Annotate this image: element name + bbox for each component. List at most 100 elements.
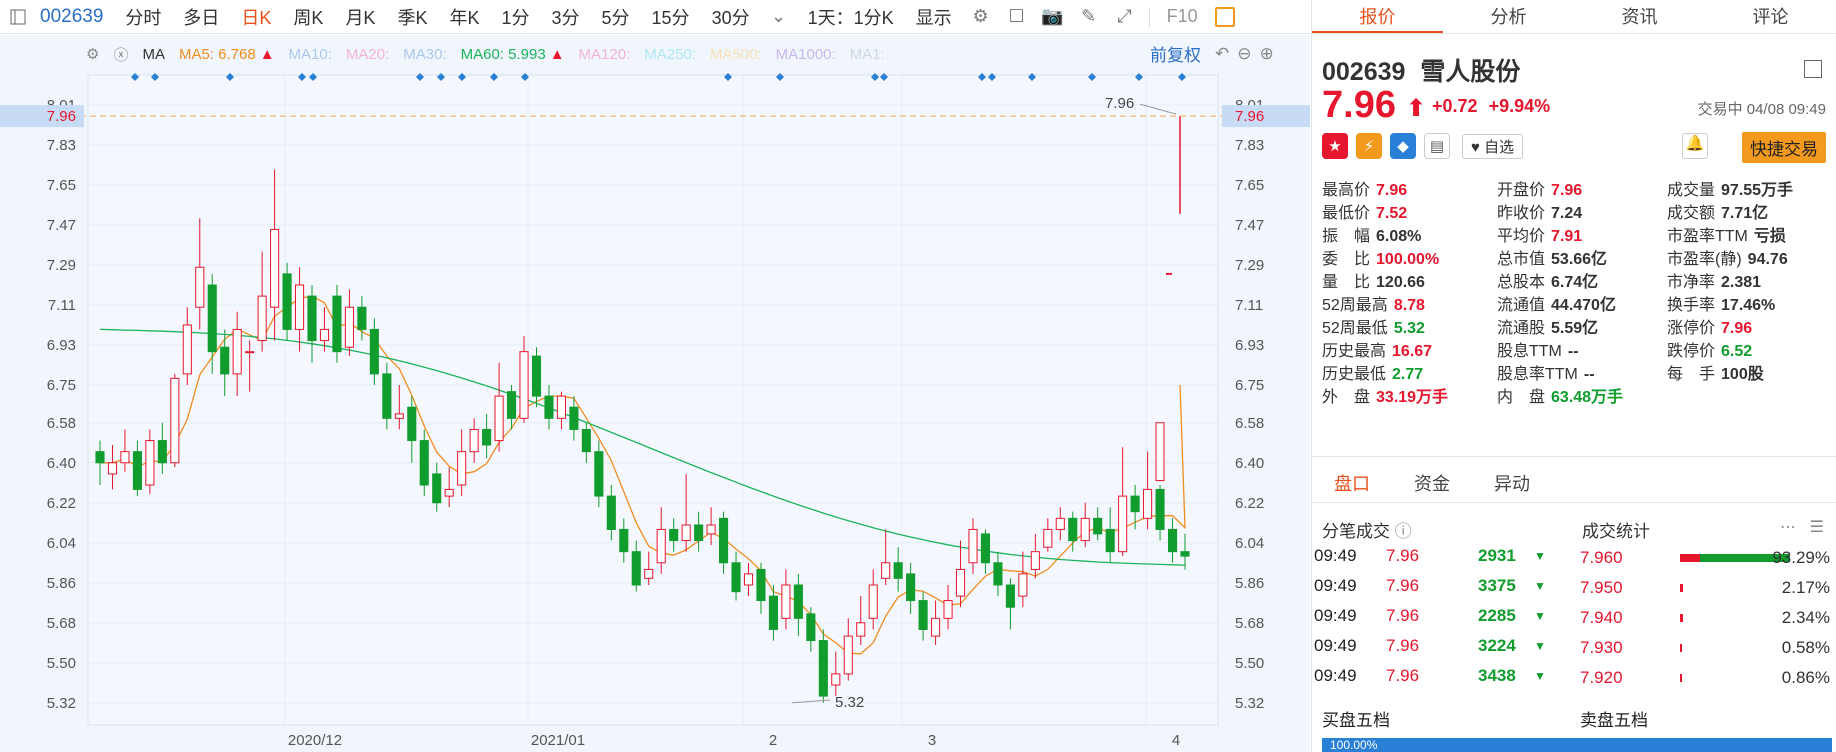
candle-body (419, 440, 429, 486)
candle-body (1143, 488, 1153, 519)
adjust-button[interactable]: 前复权 (1150, 46, 1201, 65)
candle-body (793, 584, 803, 619)
tab-analysis[interactable]: 分析 (1490, 7, 1527, 27)
plot-area (87, 74, 1219, 726)
candle-body (120, 451, 130, 464)
stock-code: 002639 (40, 5, 104, 27)
panel-toggle-icon[interactable] (1214, 6, 1235, 27)
event-marker-icon (458, 73, 466, 81)
quote-field: 流通值 44.470亿 (1497, 291, 1616, 315)
display-menu[interactable]: 显示 (915, 7, 952, 28)
zoom-out-icon[interactable]: ⊖ (1237, 43, 1252, 63)
tab-5min[interactable]: 5分 (601, 7, 630, 28)
camera-icon[interactable]: 📷 (1041, 6, 1064, 26)
high-annotation-line (1139, 103, 1177, 115)
help-icon[interactable]: ⓘ (1394, 522, 1412, 541)
quote-field: 52周最高 8.78 (1322, 291, 1425, 315)
quote-key: 跌停价 (1667, 343, 1716, 360)
trade-time: 09:49 (1314, 636, 1357, 655)
x-tick-label: 2 (769, 732, 777, 749)
tab-yearly-k[interactable]: 年K (449, 7, 480, 28)
trade-price: 7.96 (1386, 546, 1420, 565)
candle-body (980, 533, 991, 564)
tab-daily-k[interactable]: 日K (241, 7, 272, 28)
tab-funds[interactable]: 资金 (1414, 474, 1450, 494)
trade-time: 09:49 (1314, 606, 1357, 625)
candle-body (569, 406, 579, 430)
trade-volume: 3375 (1478, 576, 1516, 595)
note-icon[interactable]: ▤ (1424, 133, 1450, 159)
range-select[interactable]: 1天：1分K (807, 7, 894, 28)
tab-monthly-k[interactable]: 月K (345, 7, 376, 28)
settings-icon[interactable]: ⚙ (86, 46, 100, 63)
trade-price: 7.96 (1386, 606, 1420, 625)
lightning-icon[interactable]: ⚡ (1356, 133, 1382, 159)
quote-field: 昨收价 7.24 (1497, 199, 1582, 223)
quote-field: 开盘价 7.96 (1497, 176, 1582, 200)
flag-icon[interactable]: ★ (1322, 133, 1348, 159)
candle-body (818, 640, 828, 697)
tab-news[interactable]: 资讯 (1621, 7, 1658, 27)
zoom-in-icon[interactable]: ⊕ (1259, 43, 1274, 63)
y-tick-label-left: 6.40 (47, 455, 76, 472)
quote-key: 股息TTM (1497, 343, 1562, 360)
quote-key: 成交额 (1667, 205, 1716, 222)
ma-type[interactable]: MA (142, 45, 165, 63)
tab-15min[interactable]: 15分 (651, 7, 690, 28)
tab-orderbook[interactable]: 盘口 (1334, 474, 1370, 494)
candle-body (494, 395, 504, 442)
tab-3min[interactable]: 3分 (551, 7, 580, 28)
tag-icon[interactable]: ◆ (1390, 133, 1416, 159)
stock-name: 雪人股份 (1420, 58, 1521, 86)
candle-body (556, 395, 566, 419)
f10-button[interactable]: F10 (1166, 6, 1198, 26)
candle-body (469, 428, 479, 453)
square-icon[interactable]: ☐ (1008, 6, 1025, 26)
event-marker-icon (298, 73, 306, 81)
list-icon[interactable]: ☰ (1809, 519, 1824, 536)
quote-key: 历史最低 (1322, 366, 1387, 383)
candle-body (195, 266, 205, 308)
tab-comments[interactable]: 评论 (1752, 7, 1789, 27)
gear-icon[interactable]: ⚙ (972, 6, 989, 26)
bell-icon[interactable]: 🔔 (1682, 133, 1708, 159)
kline-canvas[interactable]: 8.018.017.837.837.657.657.477.477.297.29… (0, 35, 1310, 752)
tab-changes[interactable]: 异动 (1494, 474, 1530, 494)
last-price-label-left: 7.96 (47, 108, 76, 125)
candle-body (1093, 517, 1103, 535)
stats-percent: 0.86% (1781, 668, 1830, 687)
candle-body (257, 295, 267, 342)
watchlist-button[interactable]: ♥ 自选 (1462, 133, 1524, 159)
quote-value: 5.32 (1393, 320, 1425, 337)
undo-icon[interactable]: ↶ (1215, 43, 1230, 63)
trade-price: 7.96 (1386, 666, 1420, 685)
candle-body (1018, 573, 1028, 597)
candle-body (931, 617, 941, 637)
x-tick-label: 3 (928, 732, 936, 749)
tab-weekly-k[interactable]: 周K (293, 7, 324, 28)
candle-body (881, 562, 891, 579)
tab-quarterly-k[interactable]: 季K (397, 7, 428, 28)
sidebar-toggle-icon[interactable] (6, 5, 30, 29)
chevron-down-icon[interactable]: ⌄ (771, 6, 787, 26)
layout-icon[interactable] (1804, 60, 1822, 78)
tab-30min[interactable]: 30分 (711, 7, 750, 28)
fullscreen-icon[interactable]: ⤢ (1117, 6, 1132, 26)
quote-field: 每 手 100股 (1667, 360, 1764, 384)
tab-quote[interactable]: 报价 (1312, 0, 1443, 33)
quote-value: 7.96 (1721, 320, 1753, 337)
tab-intraday[interactable]: 分时 (125, 7, 162, 28)
tab-multiday[interactable]: 多日 (183, 7, 220, 28)
quote-field: 委 比 100.00% (1322, 245, 1439, 269)
ma-label: MA30: (403, 45, 447, 63)
more-icon[interactable]: ⋯ (1780, 519, 1796, 536)
quote-key: 市盈率TTM (1667, 228, 1748, 245)
close-icon[interactable]: ⓧ (113, 46, 129, 64)
quote-field: 内 盘 63.48万手 (1497, 383, 1623, 407)
pencil-icon[interactable]: ✎ (1081, 6, 1097, 26)
down-arrow-icon: ▼ (1534, 579, 1546, 593)
tab-1min[interactable]: 1分 (501, 7, 530, 28)
kline-chart[interactable]: 8.018.017.837.837.657.657.477.477.297.29… (0, 35, 1310, 752)
watchlist-label: 自选 (1484, 138, 1515, 156)
fast-trade-button[interactable]: 快捷交易 (1742, 132, 1826, 163)
